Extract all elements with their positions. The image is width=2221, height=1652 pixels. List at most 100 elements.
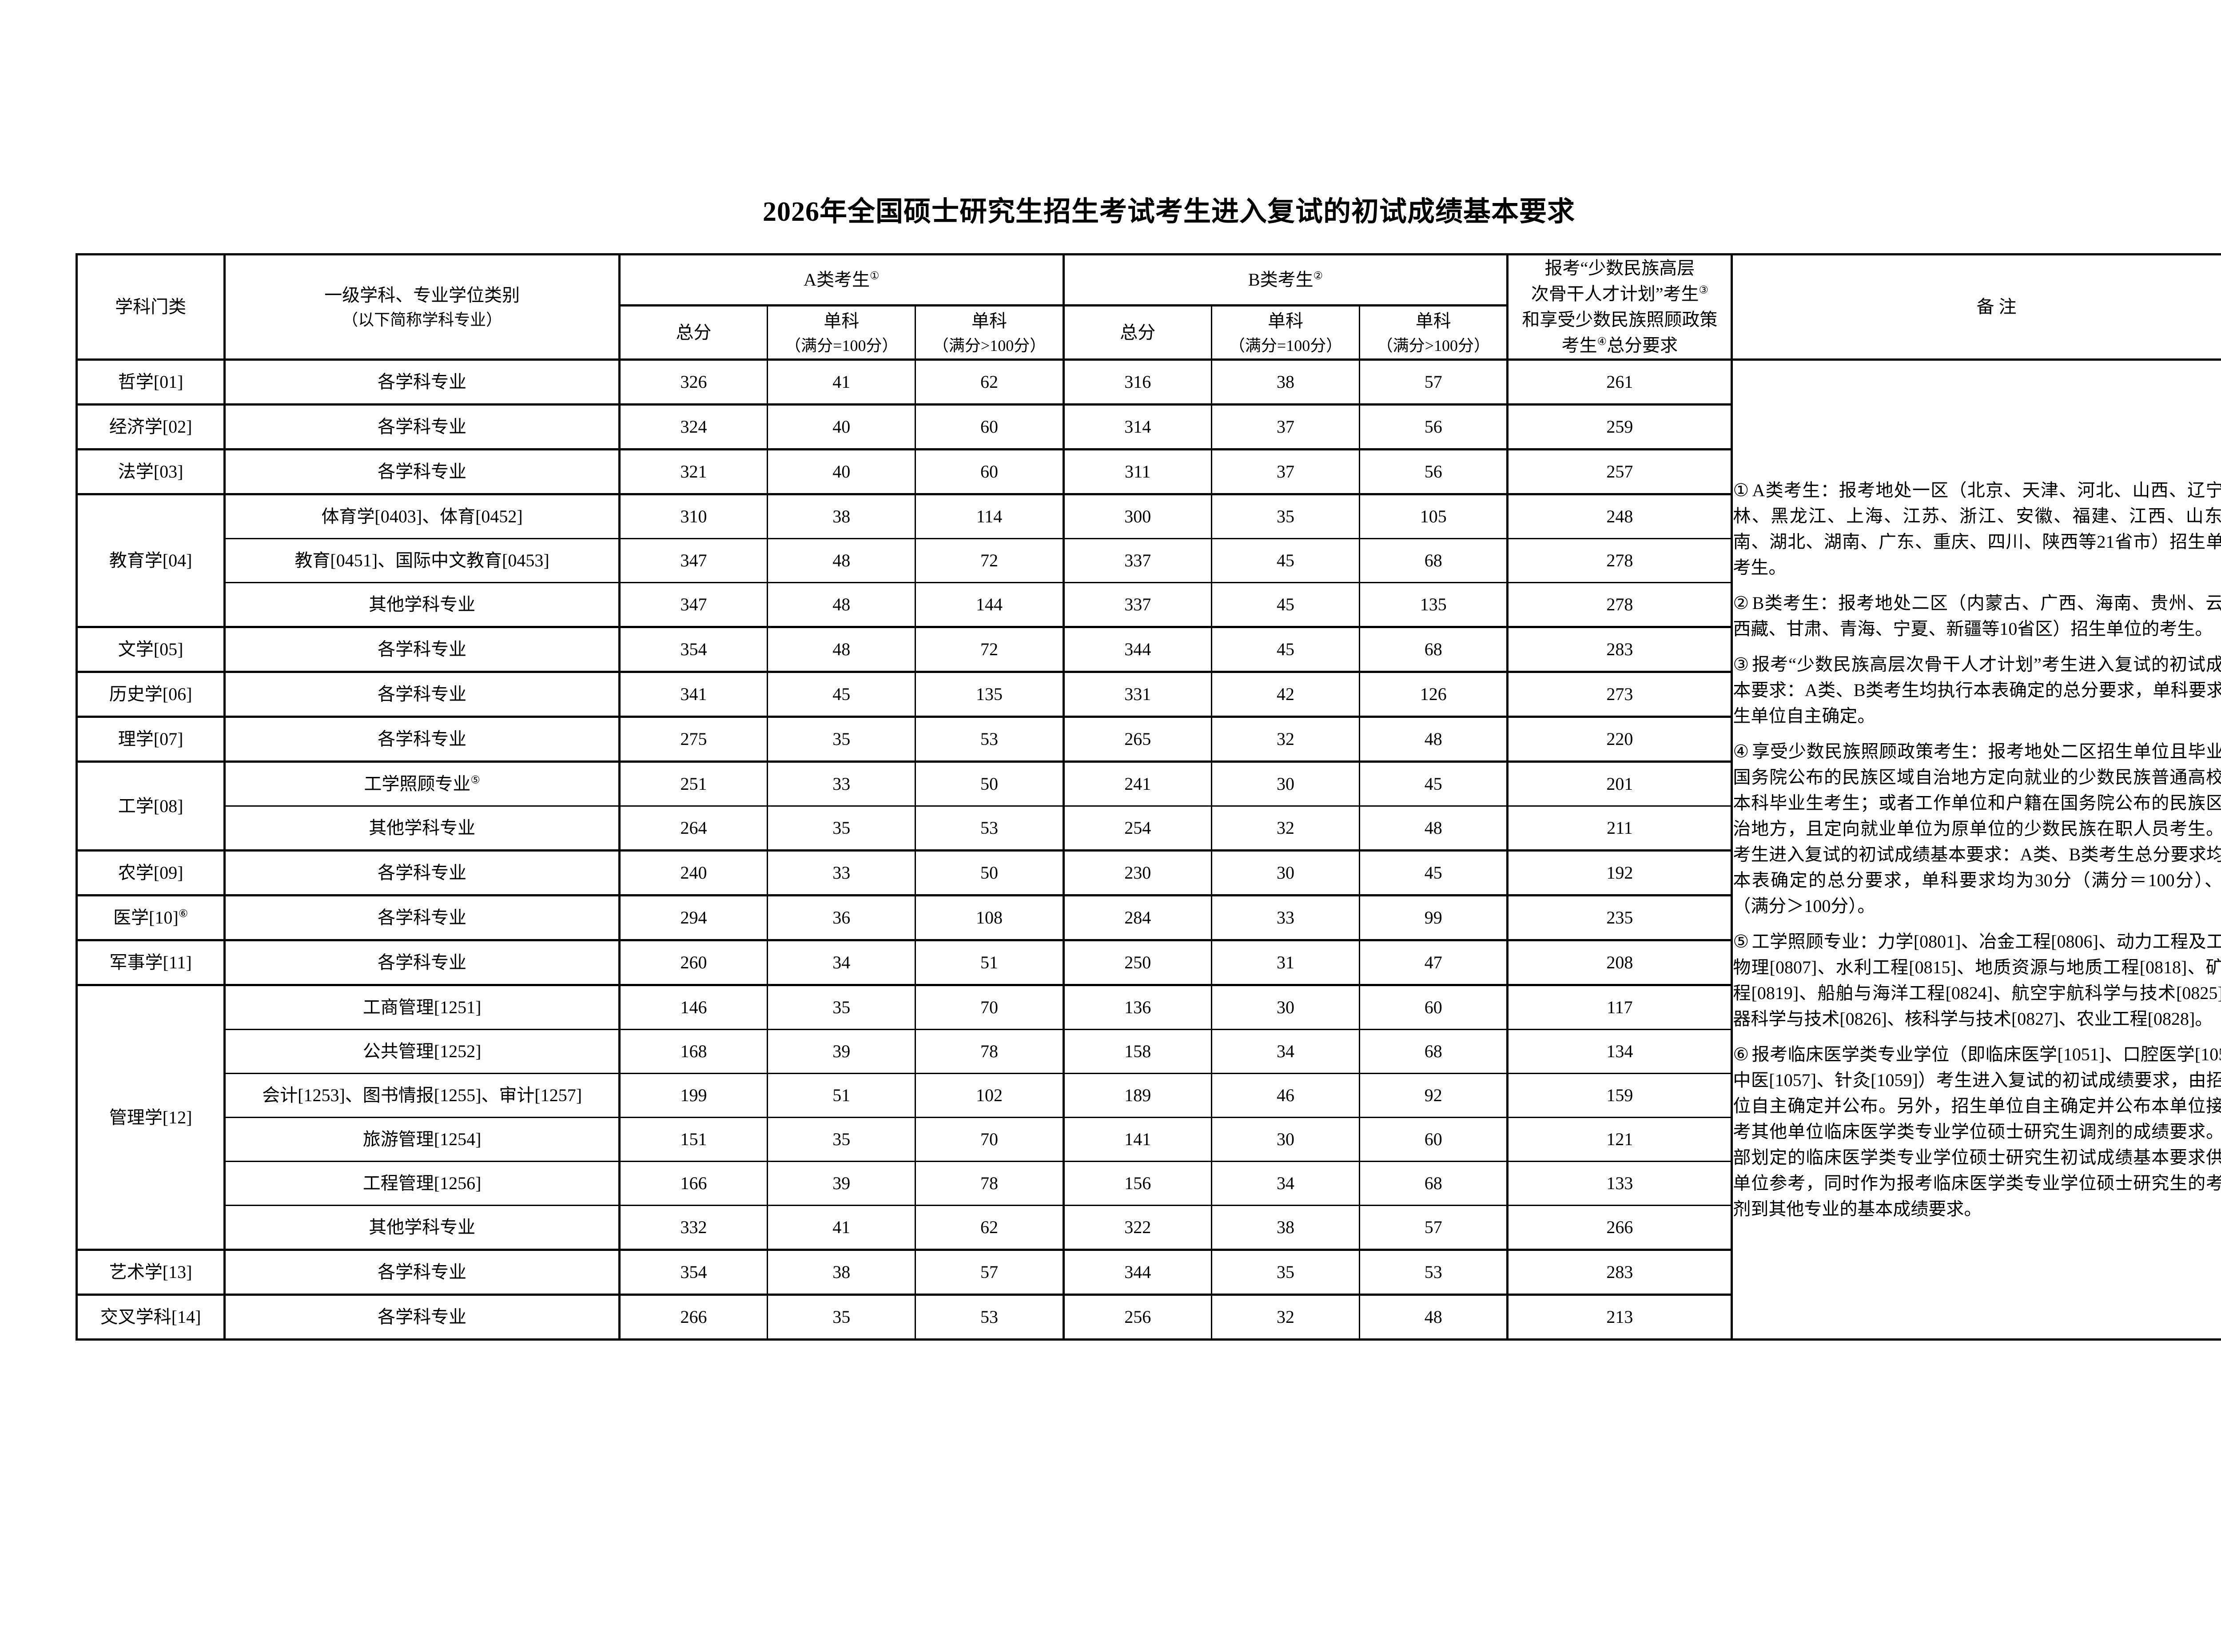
- cell-minority-total: 213: [1507, 1294, 1733, 1341]
- header-minority-line1: 报考“少数民族高层: [1544, 258, 1695, 279]
- cell-major: 公共管理[1252]: [224, 1029, 621, 1075]
- cell-a-total: 321: [618, 448, 768, 495]
- table-row: 军事学[11] 各学科专业 260 34 51 250 31 47 208: [76, 939, 2221, 986]
- header-b-single-gt: 单科 （满分>100分）: [1359, 305, 1509, 361]
- cell-b-single-eq: 45: [1210, 582, 1361, 628]
- cell-minority-total: 117: [1507, 984, 1733, 1031]
- cell-b-single-gt: 57: [1359, 358, 1509, 406]
- cell-b-single-eq: 46: [1210, 1073, 1361, 1119]
- cell-b-single-eq: 32: [1210, 805, 1361, 852]
- cell-b-total: 344: [1063, 626, 1212, 673]
- cell-minority-total: 248: [1507, 493, 1733, 540]
- cell-b-total: 311: [1063, 448, 1212, 495]
- cell-major: 各学科专业: [224, 939, 621, 986]
- category-superscript: ⑥: [178, 908, 188, 920]
- cell-category: 历史学[06]: [76, 671, 226, 718]
- table-row: 艺术学[13] 各学科专业 354 38 57 344 35 53 283: [76, 1249, 2221, 1296]
- cell-b-single-eq: 32: [1210, 1294, 1361, 1341]
- table-row: 文学[05] 各学科专业 354 48 72 344 45 68 283: [76, 626, 2221, 673]
- cell-a-total: 354: [618, 626, 768, 673]
- cell-b-single-eq: 35: [1210, 493, 1361, 540]
- cell-a-single-eq: 33: [767, 760, 916, 807]
- cell-major: 会计[1253]、图书情报[1255]、审计[1257]: [224, 1073, 621, 1119]
- cell-minority-total: 235: [1507, 894, 1733, 941]
- cell-a-total: 326: [618, 358, 768, 406]
- cell-b-total: 316: [1063, 358, 1212, 406]
- cell-a-total: 166: [618, 1161, 768, 1206]
- note-marker-1: ①: [1733, 480, 1750, 500]
- cell-a-single-gt: 70: [915, 984, 1065, 1031]
- cell-b-total: 156: [1063, 1161, 1212, 1206]
- cell-a-single-gt: 57: [915, 1249, 1065, 1296]
- cell-b-total: 136: [1063, 984, 1212, 1031]
- cell-major: 各学科专业: [224, 626, 621, 673]
- header-row-top: 学科门类 一级学科、专业学位类别 （以下简称学科专业） A类考生① B类考生② …: [76, 254, 2221, 361]
- cell-a-single-eq: 38: [767, 1249, 916, 1296]
- cell-major: 体育学[0403]、体育[0452]: [224, 493, 621, 540]
- header-major-line1: 一级学科、专业学位类别: [324, 285, 520, 306]
- cell-b-single-gt: 48: [1359, 805, 1509, 852]
- header-b-single-eq: 单科 （满分=100分）: [1210, 305, 1361, 361]
- note-text-2: B类考生：报考地处二区（内蒙古、广西、海南、贵州、云南、西藏、甘肃、青海、宁夏、…: [1733, 593, 2221, 639]
- cell-a-single-eq: 51: [767, 1073, 916, 1119]
- cell-b-total: 254: [1063, 805, 1212, 852]
- header-a-single-eq: 单科 （满分=100分）: [767, 305, 916, 361]
- cell-a-single-eq: 48: [767, 538, 916, 584]
- cell-major: 教育[0451]、国际中文教育[0453]: [224, 538, 621, 584]
- table-row: 交叉学科[14] 各学科专业 266 35 53 256 32 48 213: [76, 1294, 2221, 1341]
- cell-major: 旅游管理[1254]: [224, 1117, 621, 1162]
- table-row: 农学[09] 各学科专业 240 33 50 230 30 45 192: [76, 849, 2221, 896]
- cell-category: 哲学[01]: [76, 358, 226, 406]
- cell-a-single-eq: 35: [767, 1117, 916, 1162]
- cell-b-single-gt: 99: [1359, 894, 1509, 941]
- header-category: 学科门类: [76, 254, 226, 361]
- cell-b-total: 230: [1063, 849, 1212, 896]
- table-row: 工学[08] 工学照顾专业⑤ 251 33 50 241 30 45 201: [76, 760, 2221, 852]
- cell-b-single-gt: 47: [1359, 939, 1509, 986]
- cell-a-total: 199: [618, 1073, 768, 1119]
- cell-b-single-gt: 68: [1359, 626, 1509, 673]
- cell-a-total: 354: [618, 1249, 768, 1296]
- table-row: 其他学科专业 264 35 53 254 32 48 211: [77, 805, 2221, 852]
- cell-b-single-gt: 45: [1359, 760, 1509, 807]
- cell-minority-total: 192: [1507, 849, 1733, 896]
- cell-b-single-eq: 32: [1210, 716, 1361, 763]
- cell-major: 工学照顾专业⑤: [224, 760, 621, 807]
- cell-b-single-gt: 68: [1359, 1029, 1509, 1075]
- score-requirements-table: 学科门类 一级学科、专业学位类别 （以下简称学科专业） A类考生① B类考生② …: [76, 253, 2221, 1341]
- cell-category: 农学[09]: [76, 849, 226, 896]
- cell-category: 军事学[11]: [76, 939, 226, 986]
- cell-b-single-eq: 45: [1210, 626, 1361, 673]
- cell-b-total: 331: [1063, 671, 1212, 718]
- cell-b-total: 300: [1063, 493, 1212, 540]
- note-item-1: ① A类考生：报考地处一区（北京、天津、河北、山西、辽宁、吉林、黑龙江、上海、江苏…: [1733, 478, 2221, 581]
- table-row: 法学[03] 各学科专业 321 40 60 311 37 56 257: [76, 448, 2221, 495]
- cell-a-single-gt: 62: [915, 1205, 1065, 1251]
- cell-category: 医学[10]⑥: [76, 894, 226, 941]
- header-b-single-eq-line1: 单科: [1268, 310, 1304, 331]
- cell-b-single-gt: 105: [1359, 493, 1509, 540]
- cell-b-total: 337: [1063, 582, 1212, 628]
- page-title: 2026年全国硕士研究生招生考试考生进入复试的初试成绩基本要求: [762, 197, 1575, 227]
- note-text-3: 报考“少数民族高层次骨干人才计划”考生进入复试的初试成绩基本要求：A类、B类考生…: [1733, 654, 2221, 726]
- cell-b-single-eq: 37: [1210, 448, 1361, 495]
- cell-a-single-gt: 51: [915, 939, 1065, 986]
- cell-a-single-gt: 53: [915, 805, 1065, 852]
- cell-major: 各学科专业: [224, 671, 621, 718]
- cell-a-single-gt: 72: [915, 626, 1065, 673]
- header-a-single-gt: 单科 （满分>100分）: [915, 305, 1065, 361]
- cell-b-total: 265: [1063, 716, 1212, 763]
- cell-major: 工商管理[1251]: [224, 984, 621, 1031]
- cell-b-single-gt: 68: [1359, 1161, 1509, 1206]
- cell-minority-total: 134: [1507, 1029, 1733, 1075]
- header-b-single-eq-line2: （满分=100分）: [1229, 336, 1342, 354]
- cell-b-total: 189: [1063, 1073, 1212, 1119]
- cell-b-single-eq: 35: [1210, 1249, 1361, 1296]
- note-item-6: ⑥ 报考临床医学类专业学位（即临床医学[1051]、口腔医学[1052]、中医[1…: [1733, 1042, 2221, 1222]
- cell-minority-total: 211: [1507, 805, 1733, 852]
- note-marker-6: ⑥: [1733, 1044, 1749, 1064]
- cell-a-total: 332: [618, 1205, 768, 1251]
- cell-a-single-eq: 38: [767, 493, 916, 540]
- cell-notes: ① A类考生：报考地处一区（北京、天津、河北、山西、辽宁、吉林、黑龙江、上海、江苏…: [1731, 358, 2221, 1341]
- cell-a-single-gt: 72: [915, 538, 1065, 584]
